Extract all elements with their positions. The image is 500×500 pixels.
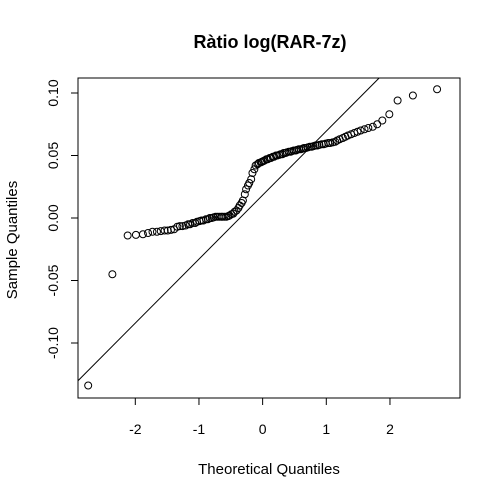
x-tick-label: 1: [322, 421, 330, 437]
y-tick-label: 0.05: [45, 142, 61, 169]
x-tick-label: 0: [259, 421, 267, 437]
sample-point: [365, 125, 372, 132]
x-tick-label: -2: [129, 421, 142, 437]
y-tick-label: 0.00: [45, 204, 61, 231]
sample-point: [139, 231, 146, 238]
y-tick-label: 0.10: [45, 79, 61, 106]
qq-reference-line: [78, 78, 379, 381]
sample-point: [145, 230, 152, 237]
y-axis-label: Sample Quantiles: [4, 181, 21, 299]
x-tick-label: 2: [386, 421, 394, 437]
x-axis-label: Theoretical Quantiles: [198, 461, 340, 478]
sample-point: [85, 382, 92, 389]
sample-point: [386, 111, 393, 118]
sample-point: [132, 231, 139, 238]
sample-point: [409, 92, 416, 99]
chart-title: Ràtio log(RAR-7z): [194, 32, 347, 52]
sample-point: [394, 97, 401, 104]
x-tick-label: -1: [193, 421, 206, 437]
y-tick-label: -0.10: [45, 327, 61, 359]
sample-point: [434, 86, 441, 93]
sample-point: [379, 117, 386, 124]
y-axis: -0.10 -0.05 0.00 0.05 0.10: [45, 79, 78, 359]
sample-point: [109, 271, 116, 278]
x-axis: -2 -1 0 1 2: [129, 398, 394, 437]
y-tick-label: -0.05: [45, 264, 61, 296]
sample-point: [124, 232, 131, 239]
sample-points: [85, 86, 441, 389]
sample-point: [241, 191, 248, 198]
